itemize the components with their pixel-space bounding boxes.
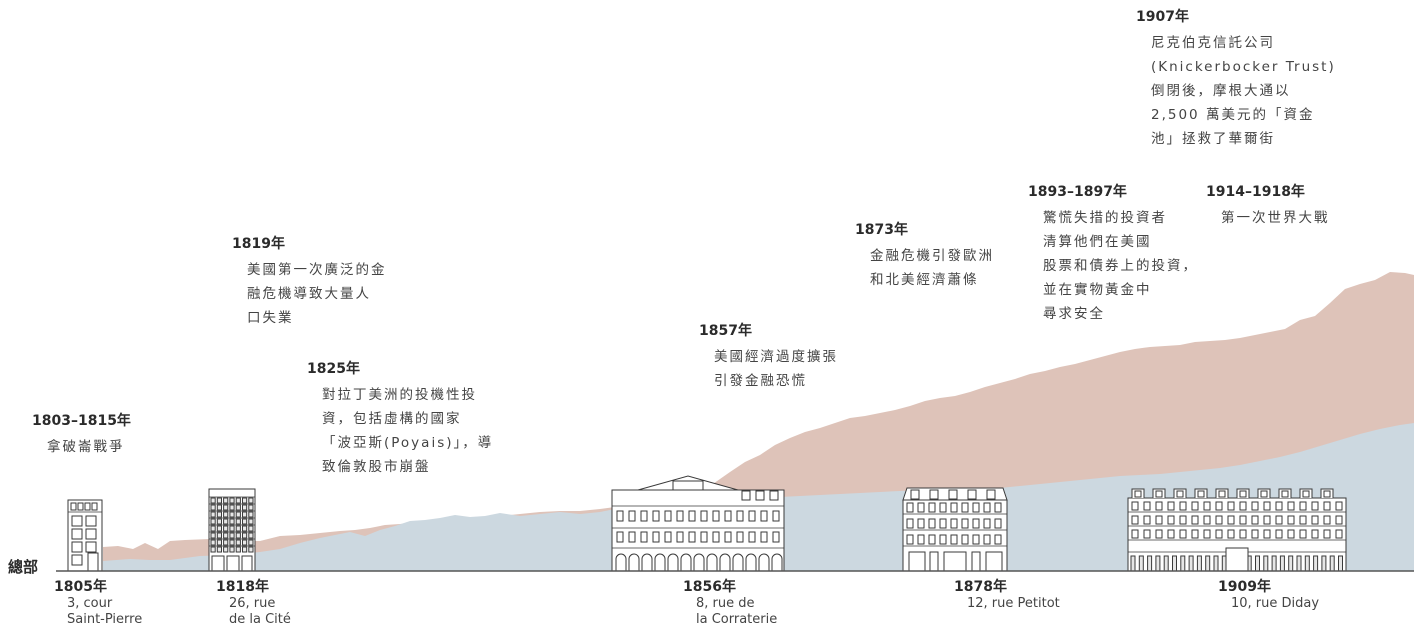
hq-address-line: 10, rue Diday <box>1231 596 1320 611</box>
event-text-line: 倒閉後，摩根大通以 <box>1151 83 1291 99</box>
event-year: 1893–1897年 <box>1028 184 1127 200</box>
event-1825: 1825年 對拉丁美洲的投機性投 資，包括虛構的國家 「波亞斯(Poyais)」… <box>307 359 493 479</box>
event-text-line: 口失業 <box>247 310 294 326</box>
event-text-line: 清算他們在美國 <box>1043 234 1152 250</box>
hq-address: 12, rue Petitot <box>954 596 1060 612</box>
event-year: 1873年 <box>855 222 908 238</box>
event-year: 1803–1815年 <box>32 413 131 429</box>
event-1873: 1873年 金融危機引發歐洲 和北美經濟蕭條 <box>855 220 994 292</box>
event-napoleonic-wars: 1803–1815年 拿破崙戰爭 <box>32 411 131 459</box>
event-text-line: (Knickerbocker Trust) <box>1151 59 1336 75</box>
hq-address-line: de la Cité <box>229 612 291 627</box>
hq-1818: 1818年 26, rue de la Cité <box>216 578 291 628</box>
hq-address: 3, cour Saint-Pierre <box>54 596 142 628</box>
hq-address: 8, rue de la Corraterie <box>683 596 777 628</box>
event-1819: 1819年 美國第一次廣泛的金 融危機導致大量人 口失業 <box>232 234 387 330</box>
event-year: 1857年 <box>699 323 752 339</box>
event-year: 1825年 <box>307 361 360 377</box>
event-text-line: 尼克伯克信託公司 <box>1151 35 1275 51</box>
hq-year: 1878年 <box>954 579 1007 595</box>
event-text: 尼克伯克信託公司 (Knickerbocker Trust) 倒閉後，摩根大通以… <box>1136 31 1336 151</box>
event-text: 美國第一次廣泛的金 融危機導致大量人 口失業 <box>232 258 387 330</box>
event-text: 第一次世界大戰 <box>1206 206 1330 230</box>
event-text-line: 融危機導致大量人 <box>247 286 371 302</box>
grand-facade-icon <box>1127 488 1347 572</box>
hq-address-line: 12, rue Petitot <box>967 596 1060 611</box>
event-text: 拿破崙戰爭 <box>32 435 131 459</box>
hq-year: 1818年 <box>216 579 269 595</box>
hq-year: 1909年 <box>1218 579 1271 595</box>
hq-address-line: 8, rue de <box>696 596 755 611</box>
event-text-line: 第一次世界大戰 <box>1221 210 1330 226</box>
hq-year: 1856年 <box>683 579 736 595</box>
hq-1878: 1878年 12, rue Petitot <box>954 578 1060 612</box>
hq-address-line: 26, rue <box>229 596 276 611</box>
event-text-line: 引發金融恐慌 <box>714 373 807 389</box>
event-text-line: 並在實物黃金中 <box>1043 282 1152 298</box>
narrow-townhouse-icon <box>67 499 103 572</box>
event-text-line: 和北美經濟蕭條 <box>870 272 979 288</box>
hq-1856: 1856年 8, rue de la Corraterie <box>683 578 777 628</box>
apartment-block-icon <box>208 488 256 572</box>
hq-address-line: 3, cour <box>67 596 113 611</box>
event-text-line: 資，包括虛構的國家 <box>322 411 462 427</box>
event-text-line: 致倫敦股市崩盤 <box>322 459 431 475</box>
event-text-line: 金融危機引發歐洲 <box>870 248 994 264</box>
event-text: 美國經濟過度擴張 引發金融恐慌 <box>699 345 838 393</box>
event-text-line: 「波亞斯(Poyais)」，導 <box>322 435 494 451</box>
event-year: 1819年 <box>232 236 285 252</box>
event-text-line: 拿破崙戰爭 <box>47 439 125 455</box>
event-text-line: 對拉丁美洲的投機性投 <box>322 387 477 403</box>
event-1893-1897: 1893–1897年 驚慌失措的投資者 清算他們在美國 股票和債券上的投資， 並… <box>1028 182 1198 326</box>
event-1914-1918: 1914–1918年 第一次世界大戰 <box>1206 182 1330 230</box>
lower-area <box>103 423 1414 571</box>
event-text-line: 股票和債券上的投資， <box>1043 258 1198 274</box>
event-text: 金融危機引發歐洲 和北美經濟蕭條 <box>855 244 994 292</box>
arcaded-palace-icon <box>611 475 785 572</box>
event-text-line: 2,500 萬美元的「資金 <box>1151 107 1315 123</box>
event-year: 1914–1918年 <box>1206 184 1305 200</box>
event-1857: 1857年 美國經濟過度擴張 引發金融恐慌 <box>699 321 838 393</box>
event-text-line: 美國經濟過度擴張 <box>714 349 838 365</box>
event-text: 驚慌失措的投資者 清算他們在美國 股票和債券上的投資， 並在實物黃金中 尋求安全 <box>1028 206 1198 326</box>
hq-address-line: Saint-Pierre <box>67 612 143 627</box>
hq-1909: 1909年 10, rue Diday <box>1218 578 1319 612</box>
mansard-building-icon <box>902 487 1008 572</box>
event-year: 1907年 <box>1136 9 1189 25</box>
hq-year: 1805年 <box>54 579 107 595</box>
event-text-line: 美國第一次廣泛的金 <box>247 262 387 278</box>
event-text-line: 尋求安全 <box>1043 306 1105 322</box>
hq-1805: 1805年 3, cour Saint-Pierre <box>54 578 142 628</box>
hq-address: 26, rue de la Cité <box>216 596 291 628</box>
event-text-line: 驚慌失措的投資者 <box>1043 210 1167 226</box>
headquarters-label: 總部 <box>8 558 39 576</box>
hq-address-line: la Corraterie <box>696 612 778 627</box>
event-text-line: 池」拯救了華爾街 <box>1151 131 1275 147</box>
hq-address: 10, rue Diday <box>1218 596 1319 612</box>
event-text: 對拉丁美洲的投機性投 資，包括虛構的國家 「波亞斯(Poyais)」，導 致倫敦… <box>307 383 493 479</box>
event-1907: 1907年 尼克伯克信託公司 (Knickerbocker Trust) 倒閉後… <box>1136 7 1336 151</box>
